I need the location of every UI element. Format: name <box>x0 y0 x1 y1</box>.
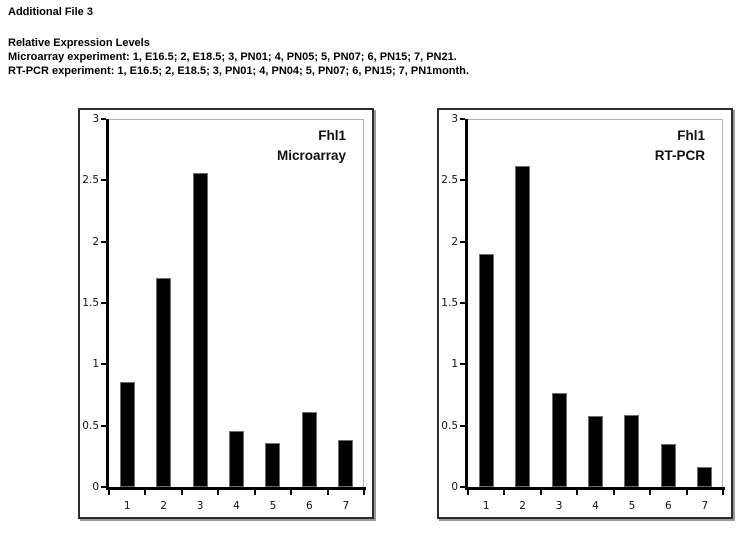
y-axis <box>106 119 109 490</box>
x-tick-mark <box>685 490 688 495</box>
y-tick-label: 3 <box>92 113 99 125</box>
x-tick-mark <box>108 490 110 495</box>
bar-6 <box>301 412 317 487</box>
caption-title: Relative Expression Levels <box>8 37 150 49</box>
caption-line-rtpcr: RT-PCR experiment: 1, E16.5; 2, E18.5; 3… <box>8 65 469 77</box>
bar-6 <box>660 444 676 487</box>
x-tick-mark <box>253 490 256 495</box>
bar-2 <box>515 166 531 487</box>
y-tick-mark <box>101 240 106 243</box>
y-tick-mark <box>101 179 106 182</box>
x-tick-mark <box>649 490 652 495</box>
bar-5 <box>624 415 640 487</box>
y-tick-label: 0 <box>451 481 458 493</box>
x-tick-mark <box>539 490 542 495</box>
x-tick-mark <box>326 490 329 495</box>
bar-4 <box>229 431 244 487</box>
bar-1 <box>478 254 494 487</box>
y-tick-mark <box>101 118 106 120</box>
bar-3 <box>192 173 208 487</box>
legend-gene-label: Fhl1 <box>318 128 346 143</box>
y-tick-mark <box>460 363 465 366</box>
y-tick-mark <box>460 486 465 488</box>
y-tick-label: 1 <box>92 358 99 371</box>
page-header: Additional File 3 Relative Expression Le… <box>8 5 728 77</box>
y-tick-label: 0.5 <box>441 419 458 432</box>
y-tick-mark <box>460 240 465 243</box>
figure-caption: Relative Expression Levels Microarray ex… <box>8 36 469 78</box>
x-tick-mark <box>363 490 365 495</box>
bar-4 <box>588 416 603 487</box>
y-tick-mark <box>460 179 465 182</box>
legend-experiment-label: Microarray <box>276 148 346 163</box>
x-tick-mark <box>576 490 579 495</box>
x-tick-label: 6 <box>665 500 672 512</box>
y-tick-mark <box>460 424 465 427</box>
chart-microarray: Fhl1 Microarray 0 0.5 1 1.5 2 2.5 3 1 2 3 4 5 6 7 <box>78 108 374 519</box>
x-tick-mark <box>290 490 293 495</box>
x-tick-label: 1 <box>123 500 131 512</box>
y-tick-label: 2 <box>451 235 458 248</box>
legend-gene-label: Fhl1 <box>677 128 705 143</box>
x-tick-mark <box>722 490 724 495</box>
x-tick-label: 5 <box>269 500 277 512</box>
document-title: Additional File 3 <box>8 6 93 18</box>
x-axis <box>465 487 725 490</box>
y-tick-mark <box>101 486 106 488</box>
bar-7 <box>338 440 354 487</box>
x-tick-label: 2 <box>160 500 167 512</box>
y-tick-mark <box>101 363 106 366</box>
bar-3 <box>551 393 567 487</box>
y-tick-label: 1 <box>451 358 458 371</box>
y-tick-label: 3 <box>451 113 458 125</box>
y-axis <box>465 119 468 490</box>
y-tick-mark <box>101 424 106 427</box>
legend-experiment-label: RT-PCR <box>654 148 705 163</box>
y-tick-label: 0 <box>92 481 99 493</box>
chart-rtpcr: Fhl1 RT-PCR 0 0.5 1 1.5 2 2.5 3 1 2 3 4 5 6 7 <box>437 108 733 519</box>
y-tick-mark <box>460 302 465 304</box>
x-tick-label: 6 <box>306 500 313 512</box>
x-tick-mark <box>467 490 469 495</box>
x-tick-label: 4 <box>233 500 240 512</box>
x-axis <box>106 487 366 490</box>
chart-legend: Fhl1 Microarray <box>277 126 346 166</box>
y-tick-label: 0.5 <box>82 419 99 432</box>
y-tick-mark <box>460 118 465 120</box>
bar-7 <box>697 467 713 487</box>
x-tick-label: 3 <box>555 500 563 512</box>
bar-2 <box>156 278 172 487</box>
x-tick-label: 5 <box>628 500 636 512</box>
x-tick-mark <box>144 490 147 495</box>
caption-line-microarray: Microarray experiment: 1, E16.5; 2, E18.… <box>8 51 457 63</box>
y-tick-mark <box>101 302 106 304</box>
x-tick-label: 4 <box>592 500 599 512</box>
x-tick-mark <box>217 490 220 495</box>
y-tick-label: 1.5 <box>441 297 458 309</box>
x-tick-label: 1 <box>482 500 490 512</box>
x-tick-mark <box>612 490 615 495</box>
x-tick-label: 3 <box>196 500 204 512</box>
x-tick-mark <box>180 490 183 495</box>
plot-area-border <box>109 119 364 487</box>
plot-area-border <box>468 119 723 487</box>
x-tick-mark <box>503 490 506 495</box>
y-tick-label: 1.5 <box>82 297 99 309</box>
y-tick-label: 2.5 <box>82 174 99 187</box>
x-tick-label: 7 <box>701 500 709 512</box>
bar-1 <box>119 382 135 487</box>
x-tick-label: 2 <box>519 500 526 512</box>
chart-legend: Fhl1 RT-PCR <box>655 126 705 166</box>
bar-5 <box>265 443 281 487</box>
y-tick-label: 2.5 <box>441 174 458 187</box>
x-tick-label: 7 <box>342 500 350 512</box>
y-tick-label: 2 <box>92 235 99 248</box>
